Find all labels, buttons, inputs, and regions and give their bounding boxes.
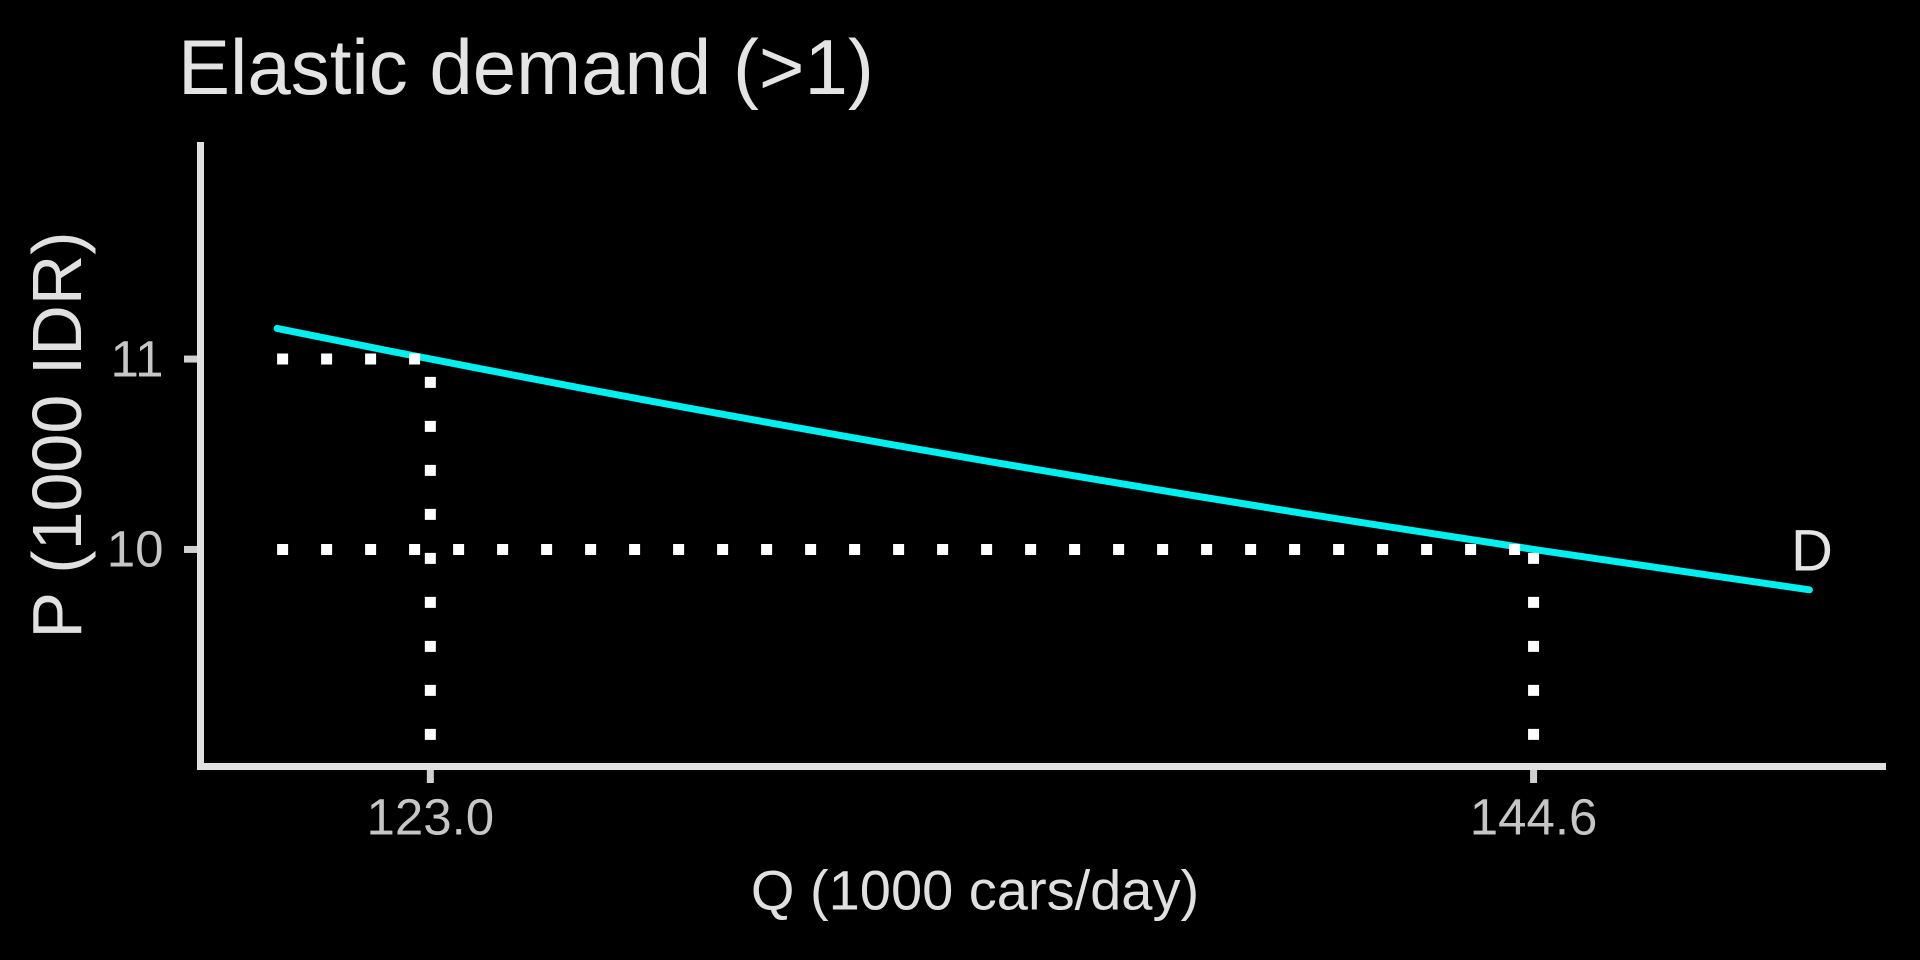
y-axis-title: P (1000 IDR) (18, 231, 96, 639)
demand-curve-label: D (1790, 518, 1833, 584)
x-axis-title: Q (1000 cars/day) (750, 858, 1200, 922)
y-tick-label-11: 11 (110, 330, 164, 388)
plot-title: Elastic demand (>1) (178, 23, 874, 111)
x-tick-label-123: 123.0 (366, 788, 495, 845)
y-tick-label-10: 10 (106, 520, 164, 578)
x-tick-label-144-6: 144.6 (1469, 788, 1598, 845)
demand-curve (273, 324, 1813, 594)
